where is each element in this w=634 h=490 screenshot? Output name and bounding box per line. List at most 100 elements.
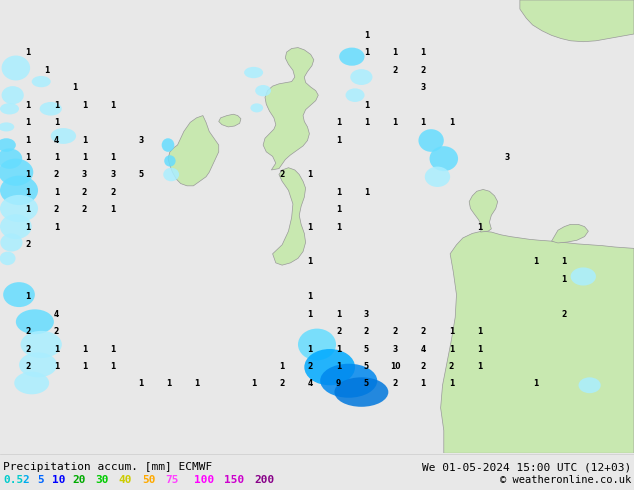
Text: 1: 1 [251, 379, 256, 389]
Text: 1: 1 [110, 100, 115, 110]
Text: 1: 1 [449, 379, 454, 389]
Text: 1: 1 [25, 136, 30, 145]
Ellipse shape [39, 102, 61, 116]
Ellipse shape [320, 364, 377, 398]
Text: 1: 1 [449, 327, 454, 336]
Text: 2: 2 [420, 327, 425, 336]
Ellipse shape [0, 175, 38, 205]
Text: 40: 40 [118, 475, 131, 485]
Text: 3: 3 [82, 171, 87, 179]
Text: 1: 1 [110, 362, 115, 371]
Text: 1: 1 [82, 153, 87, 162]
Text: 1: 1 [307, 293, 313, 301]
Text: 1: 1 [44, 66, 49, 75]
Text: 2: 2 [307, 362, 313, 371]
Text: 3: 3 [392, 344, 398, 353]
Ellipse shape [244, 67, 263, 78]
Text: 3: 3 [420, 83, 425, 92]
Text: 1: 1 [477, 327, 482, 336]
Ellipse shape [425, 167, 450, 187]
Text: 150: 150 [224, 475, 244, 485]
Text: 1: 1 [364, 31, 369, 40]
Text: 2: 2 [82, 205, 87, 214]
Text: 1: 1 [477, 362, 482, 371]
Polygon shape [263, 48, 318, 170]
Text: 2: 2 [54, 171, 59, 179]
Ellipse shape [164, 168, 179, 181]
Text: 1: 1 [54, 100, 59, 110]
Ellipse shape [15, 371, 49, 394]
Ellipse shape [255, 85, 271, 97]
Polygon shape [552, 224, 588, 243]
Ellipse shape [578, 377, 601, 393]
Text: 10: 10 [52, 475, 65, 485]
Text: 5: 5 [364, 344, 369, 353]
Text: 100: 100 [194, 475, 214, 485]
Text: 1: 1 [25, 118, 30, 127]
Polygon shape [520, 0, 634, 42]
Ellipse shape [350, 69, 373, 85]
Text: 1: 1 [307, 222, 313, 232]
Text: 1: 1 [25, 293, 30, 301]
Text: 2: 2 [420, 66, 425, 75]
Text: 3: 3 [505, 153, 510, 162]
Text: 1: 1 [420, 48, 425, 57]
Text: 1: 1 [54, 222, 59, 232]
Text: 1: 1 [477, 222, 482, 232]
Text: 1: 1 [167, 379, 172, 389]
Polygon shape [168, 116, 219, 186]
Text: 4: 4 [307, 379, 313, 389]
Ellipse shape [346, 88, 365, 102]
Text: 2: 2 [392, 327, 398, 336]
Text: 2: 2 [280, 379, 285, 389]
Text: 1: 1 [307, 310, 313, 318]
Text: 1: 1 [280, 362, 285, 371]
Text: 1: 1 [25, 205, 30, 214]
Text: 9: 9 [336, 379, 341, 389]
Polygon shape [441, 231, 634, 453]
Ellipse shape [162, 138, 174, 152]
Ellipse shape [0, 122, 14, 131]
Text: 1: 1 [25, 171, 30, 179]
Text: 1: 1 [195, 379, 200, 389]
Ellipse shape [339, 48, 365, 66]
Ellipse shape [2, 55, 30, 80]
Text: 2: 2 [54, 205, 59, 214]
Text: 1: 1 [25, 48, 30, 57]
Text: 2: 2 [336, 327, 341, 336]
Text: 1: 1 [336, 310, 341, 318]
Text: 1: 1 [54, 362, 59, 371]
Text: 1: 1 [364, 188, 369, 196]
Text: 3: 3 [110, 171, 115, 179]
Text: 1: 1 [54, 153, 59, 162]
Text: 1: 1 [82, 344, 87, 353]
Text: 5: 5 [37, 475, 44, 485]
Ellipse shape [16, 309, 54, 334]
Text: 1: 1 [561, 257, 566, 267]
Polygon shape [469, 190, 498, 232]
Text: Precipitation accum. [mm] ECMWF: Precipitation accum. [mm] ECMWF [3, 462, 212, 472]
Text: 1: 1 [392, 118, 398, 127]
Text: 1: 1 [82, 136, 87, 145]
Text: 2: 2 [364, 327, 369, 336]
Ellipse shape [1, 86, 24, 104]
Text: 4: 4 [54, 136, 59, 145]
Text: 1: 1 [336, 118, 341, 127]
Text: 1: 1 [82, 100, 87, 110]
Text: 1: 1 [477, 344, 482, 353]
Text: 1: 1 [54, 118, 59, 127]
Ellipse shape [0, 195, 38, 222]
Text: 4: 4 [54, 310, 59, 318]
Ellipse shape [0, 214, 32, 239]
Text: 1: 1 [336, 136, 341, 145]
Text: 1: 1 [307, 171, 313, 179]
Text: 1: 1 [25, 153, 30, 162]
Ellipse shape [51, 128, 76, 144]
Ellipse shape [429, 146, 458, 171]
Ellipse shape [0, 148, 22, 169]
Ellipse shape [0, 138, 16, 152]
Ellipse shape [0, 103, 19, 115]
Text: 1: 1 [25, 100, 30, 110]
Text: 2: 2 [561, 310, 566, 318]
Ellipse shape [32, 76, 51, 87]
